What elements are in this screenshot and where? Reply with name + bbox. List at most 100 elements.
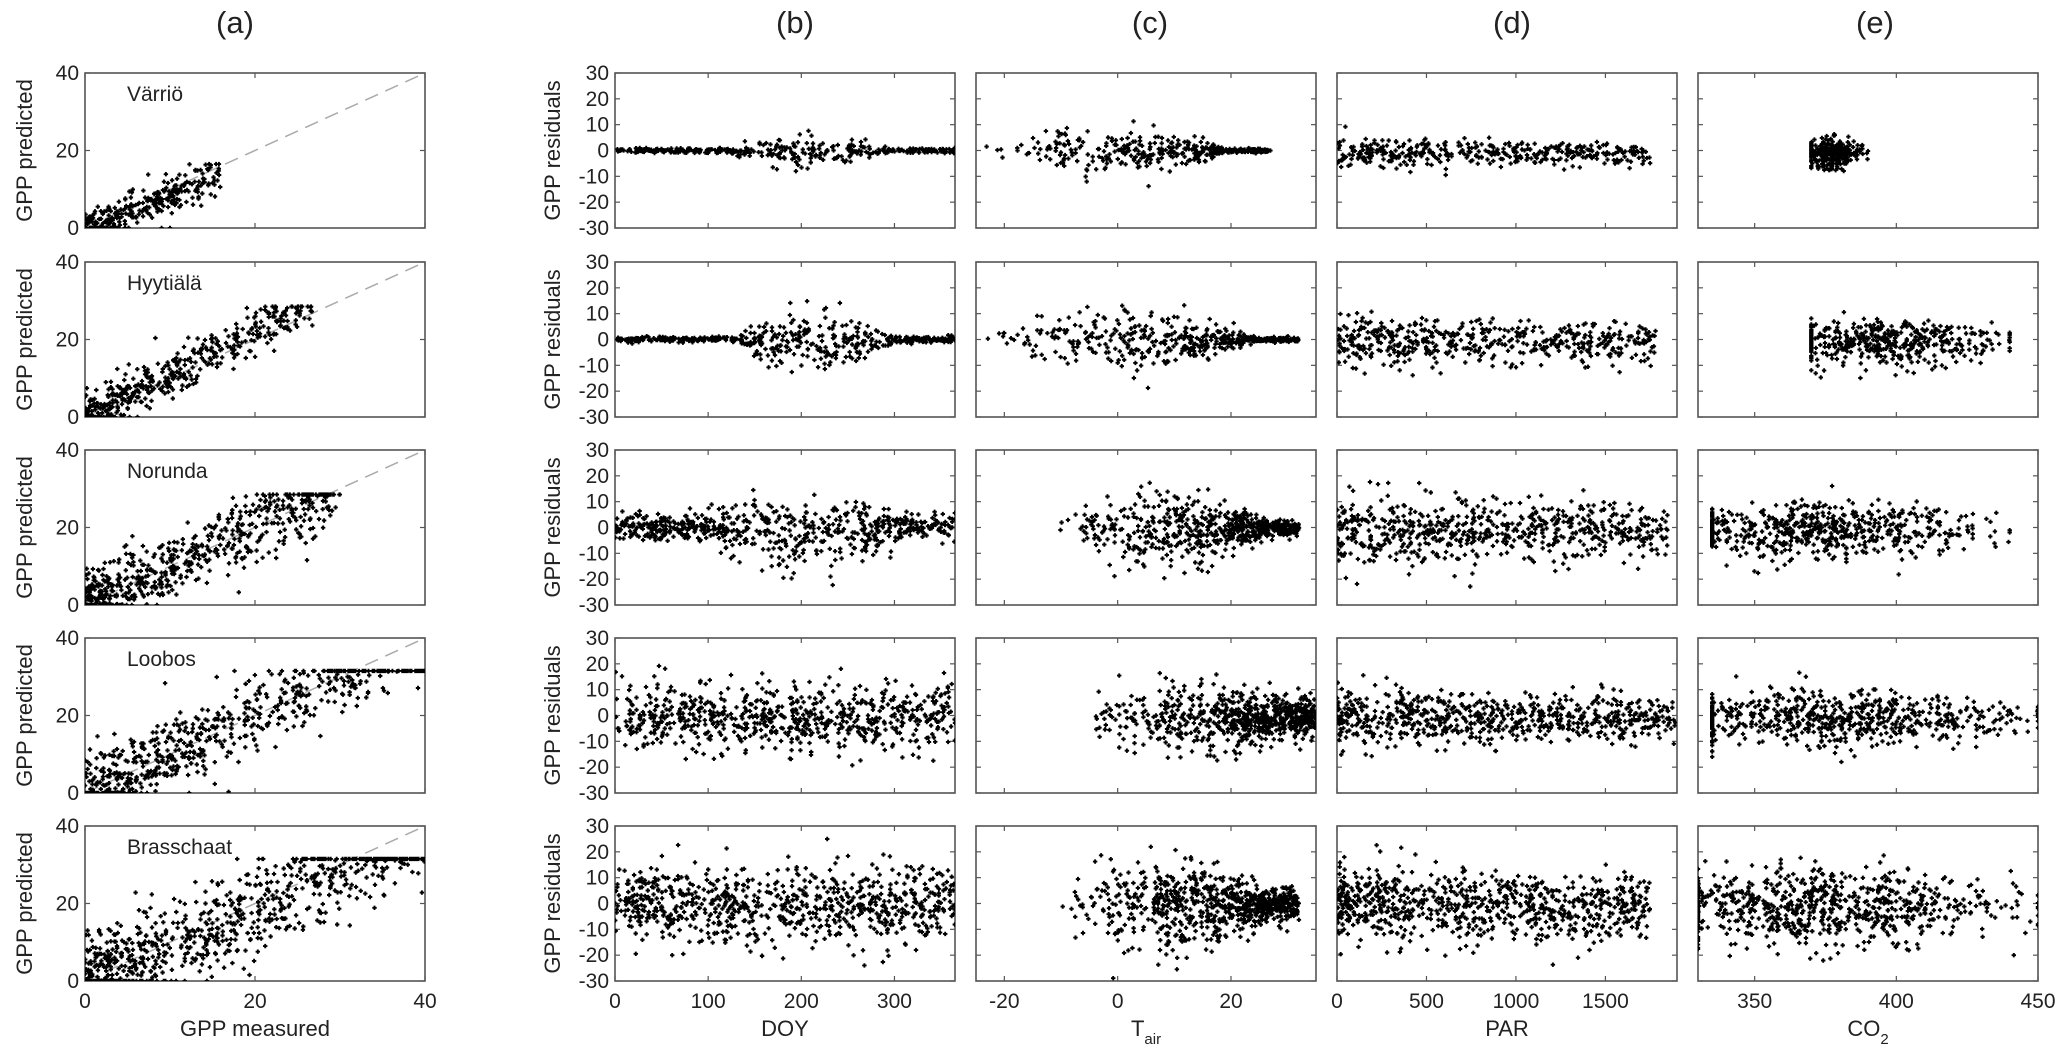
x-axis-label: PAR bbox=[1485, 1016, 1529, 1041]
x-tick-label: 0 bbox=[609, 990, 621, 1013]
points-group bbox=[1337, 124, 1653, 178]
x-tick-label: 500 bbox=[1409, 990, 1444, 1013]
y-tick-label: 20 bbox=[586, 653, 609, 676]
y-axis-label: GPP predicted bbox=[12, 79, 37, 222]
y-tick-label: 20 bbox=[56, 517, 79, 540]
scatter-points bbox=[1058, 480, 1302, 581]
y-tick-label: 30 bbox=[586, 439, 609, 462]
y-tick-label: -30 bbox=[579, 594, 609, 617]
y-tick-label: 30 bbox=[586, 62, 609, 85]
panel-c-vrri bbox=[975, 72, 1317, 229]
points-group bbox=[985, 303, 1301, 391]
site-label: Värriö bbox=[127, 83, 183, 106]
x-axis-label-subscript: air bbox=[1144, 1031, 1161, 1046]
x-axis-label-main: GPP measured bbox=[180, 1016, 330, 1041]
panel-letter-e: (e) bbox=[1856, 5, 1894, 40]
scatter-points bbox=[615, 487, 955, 588]
panel-letter-d: (d) bbox=[1493, 5, 1531, 40]
scatter-points bbox=[985, 303, 1301, 391]
points-group bbox=[615, 487, 955, 588]
panel-a-vrri: 0 20 40 GPP predicted Värriö bbox=[12, 62, 426, 240]
scatter-points bbox=[85, 304, 315, 417]
panel-e-loobos bbox=[1697, 637, 2039, 794]
y-tick-label: -20 bbox=[579, 380, 609, 403]
panel-c-norunda bbox=[975, 449, 1317, 606]
panel-d-norunda bbox=[1336, 449, 1678, 606]
panel-letter-b: (b) bbox=[776, 5, 814, 40]
x-axis-label-main: DOY bbox=[761, 1016, 809, 1041]
x-tick-label: 1500 bbox=[1582, 990, 1629, 1013]
x-tick-label: 0 bbox=[1112, 990, 1124, 1013]
points-group bbox=[1710, 670, 2038, 765]
site-label: Hyytiälä bbox=[127, 272, 202, 295]
panel-e-hyytil bbox=[1697, 261, 2039, 418]
points-group bbox=[85, 450, 425, 605]
y-axis-label: GPP predicted bbox=[12, 456, 37, 599]
y-tick-label: 40 bbox=[56, 627, 79, 650]
y-tick-label: -30 bbox=[579, 406, 609, 429]
y-tick-label: 0 bbox=[597, 140, 609, 163]
one-to-one-line bbox=[85, 826, 425, 981]
x-tick-label: 400 bbox=[1879, 990, 1914, 1013]
scatter-points bbox=[1060, 844, 1302, 981]
site-label: Norunda bbox=[127, 460, 208, 483]
scatter-points bbox=[1093, 671, 1316, 763]
x-tick-label: 20 bbox=[243, 990, 266, 1013]
y-tick-label: -20 bbox=[579, 191, 609, 214]
panel-d-vrri bbox=[1336, 72, 1678, 229]
panel-d-brasschaat: 0 500 1000 1500 PAR bbox=[1331, 825, 1678, 1041]
points-group bbox=[85, 262, 425, 417]
y-tick-label: -20 bbox=[579, 756, 609, 779]
y-tick-label: -20 bbox=[579, 944, 609, 967]
panel-e-brasschaat: 350 400 450 CO2 bbox=[1697, 825, 2056, 1046]
scatter-points bbox=[85, 161, 223, 228]
x-axis-label: GPP measured bbox=[180, 1016, 330, 1041]
y-tick-label: 0 bbox=[597, 893, 609, 916]
y-tick-label: 0 bbox=[597, 705, 609, 728]
y-tick-label: -10 bbox=[579, 918, 609, 941]
y-axis-label: GPP residuals bbox=[540, 645, 565, 785]
y-tick-label: 10 bbox=[586, 679, 609, 702]
points-group bbox=[1337, 673, 1677, 759]
scatter-points bbox=[85, 856, 425, 981]
y-tick-label: 0 bbox=[597, 517, 609, 540]
points-group bbox=[615, 836, 955, 968]
points-group bbox=[1093, 671, 1316, 763]
scatter-points bbox=[615, 836, 955, 968]
y-tick-label: 40 bbox=[56, 439, 79, 462]
panel-b-norunda: 30 20 10 0-10 -20 -30 GPP residuals bbox=[540, 439, 956, 617]
scatter-points bbox=[1809, 310, 2012, 381]
scatter-points bbox=[1337, 673, 1677, 759]
panel-b-vrri: 30 20 10 0-10 -20 -30 GPP residuals bbox=[540, 62, 956, 240]
y-tick-label: 20 bbox=[586, 465, 609, 488]
panel-a-norunda: 0 20 40 GPP predicted Norunda bbox=[12, 439, 426, 617]
scatter-points bbox=[1337, 124, 1653, 178]
x-axis-label: CO2 bbox=[1847, 1016, 1888, 1046]
y-tick-label: 20 bbox=[56, 140, 79, 163]
scatter-points bbox=[615, 663, 955, 768]
one-to-one-line bbox=[85, 73, 425, 228]
x-axis-label: DOY bbox=[761, 1016, 809, 1041]
points-group bbox=[1809, 132, 1871, 174]
x-tick-label: 350 bbox=[1737, 990, 1772, 1013]
scatter-points bbox=[1337, 309, 1658, 378]
y-axis-label: GPP residuals bbox=[540, 457, 565, 597]
y-tick-label: 0 bbox=[597, 329, 609, 352]
x-tick-label: 20 bbox=[1219, 990, 1242, 1013]
panel-d-loobos bbox=[1336, 637, 1678, 794]
y-axis-label: GPP residuals bbox=[540, 833, 565, 973]
y-tick-label: -10 bbox=[579, 542, 609, 565]
y-tick-label: 40 bbox=[56, 815, 79, 838]
panel-b-hyytil: 30 20 10 0-10 -20 -30 GPP residuals bbox=[540, 251, 956, 429]
panel-a-hyytil: 0 20 40 GPP predicted Hyytiälä bbox=[12, 251, 426, 429]
x-tick-label: 200 bbox=[784, 990, 819, 1013]
points-group bbox=[1710, 483, 2012, 577]
x-axis-label-main: PAR bbox=[1485, 1016, 1529, 1041]
panel-c-brasschaat: -20 0 20 Tair bbox=[975, 825, 1317, 1046]
y-tick-label: 0 bbox=[67, 217, 79, 240]
x-tick-label: 0 bbox=[79, 990, 91, 1013]
points-group bbox=[615, 663, 955, 768]
y-axis-label: GPP residuals bbox=[540, 80, 565, 220]
points-group bbox=[1809, 310, 2012, 381]
x-axis-label-main: CO bbox=[1847, 1016, 1880, 1041]
